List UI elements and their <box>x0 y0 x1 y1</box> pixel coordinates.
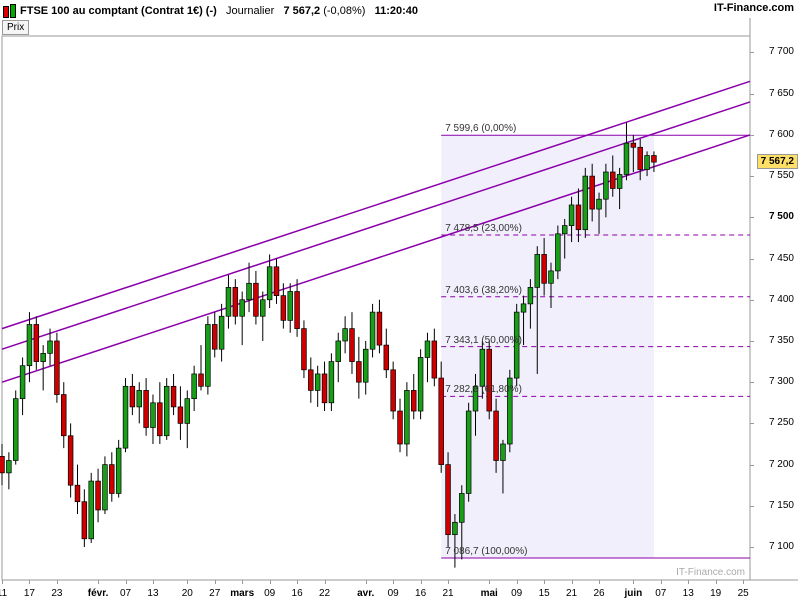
fib-label: 7 599,6 (0,00%) <box>445 123 516 134</box>
x-tick <box>126 580 127 584</box>
y-label: 7 400 <box>756 294 794 305</box>
chart-container: FTSE 100 au comptant (Contrat 1€) (-) Jo… <box>0 0 800 600</box>
fib-label: 7 403,6 (38,20%) <box>445 285 522 296</box>
x-label: 07 <box>655 588 666 599</box>
x-label: 21 <box>442 588 453 599</box>
y-label: 7 300 <box>756 376 794 387</box>
y-label: 7 550 <box>756 170 794 181</box>
x-tick <box>98 580 99 584</box>
x-label: 22 <box>319 588 330 599</box>
y-tick <box>750 382 754 383</box>
x-tick <box>187 580 188 584</box>
y-tick <box>750 52 754 53</box>
fib-label: 7 478,5 (23,00%) <box>445 223 522 234</box>
x-tick <box>599 580 600 584</box>
y-tick <box>750 259 754 260</box>
y-label: 7 650 <box>756 88 794 99</box>
x-label: avr. <box>357 588 374 599</box>
x-tick <box>393 580 394 584</box>
x-tick <box>544 580 545 584</box>
x-tick <box>215 580 216 584</box>
x-tick <box>366 580 367 584</box>
y-label: 7 200 <box>756 459 794 470</box>
x-label: 17 <box>24 588 35 599</box>
y-tick <box>750 176 754 177</box>
x-tick <box>270 580 271 584</box>
y-label: 7 700 <box>756 46 794 57</box>
y-tick <box>750 465 754 466</box>
x-label: 15 <box>539 588 550 599</box>
x-label: 26 <box>593 588 604 599</box>
x-tick <box>29 580 30 584</box>
y-label: 7 150 <box>756 500 794 511</box>
y-tick <box>750 300 754 301</box>
x-label: 09 <box>511 588 522 599</box>
x-tick <box>489 580 490 584</box>
y-label: 7 600 <box>756 129 794 140</box>
fib-label: 7 086,7 (100,00%) <box>445 546 527 557</box>
x-label: juin <box>624 588 642 599</box>
x-tick <box>743 580 744 584</box>
x-tick <box>57 580 58 584</box>
x-label: mai <box>481 588 498 599</box>
y-tick <box>750 506 754 507</box>
y-tick <box>750 423 754 424</box>
x-label: févr. <box>88 588 109 599</box>
x-tick <box>153 580 154 584</box>
x-label: 13 <box>683 588 694 599</box>
y-label: 7 500 <box>756 211 794 222</box>
x-tick <box>448 580 449 584</box>
x-tick <box>716 580 717 584</box>
y-tick <box>750 94 754 95</box>
x-tick <box>572 580 573 584</box>
x-label: 11 <box>0 588 7 599</box>
x-tick <box>517 580 518 584</box>
x-label: 19 <box>710 588 721 599</box>
x-label: 23 <box>51 588 62 599</box>
fib-label: 7 343,1 (50,00%) <box>445 335 522 346</box>
x-tick <box>2 580 3 584</box>
x-label: 13 <box>147 588 158 599</box>
x-label: 16 <box>292 588 303 599</box>
y-tick <box>750 217 754 218</box>
y-label: 7 250 <box>756 417 794 428</box>
x-tick <box>242 580 243 584</box>
x-label: 21 <box>566 588 577 599</box>
fib-label: 7 282,8 (61,80%) <box>445 384 522 395</box>
x-tick <box>688 580 689 584</box>
x-tick <box>421 580 422 584</box>
x-label: 27 <box>209 588 220 599</box>
x-tick <box>661 580 662 584</box>
y-label: 7 100 <box>756 541 794 552</box>
x-label: 09 <box>264 588 275 599</box>
x-label: 20 <box>182 588 193 599</box>
chart-svg[interactable] <box>0 0 800 600</box>
x-label: 25 <box>738 588 749 599</box>
y-label: 7 350 <box>756 335 794 346</box>
y-tick <box>750 341 754 342</box>
y-label: 7 450 <box>756 253 794 264</box>
x-tick <box>633 580 634 584</box>
x-label: mars <box>230 588 254 599</box>
watermark: IT-Finance.com <box>676 567 745 578</box>
y-tick <box>750 547 754 548</box>
x-label: 09 <box>388 588 399 599</box>
x-label: 07 <box>120 588 131 599</box>
x-tick <box>297 580 298 584</box>
price-tag: 7 567,2 <box>757 154 798 169</box>
x-label: 16 <box>415 588 426 599</box>
y-tick <box>750 135 754 136</box>
x-tick <box>325 580 326 584</box>
